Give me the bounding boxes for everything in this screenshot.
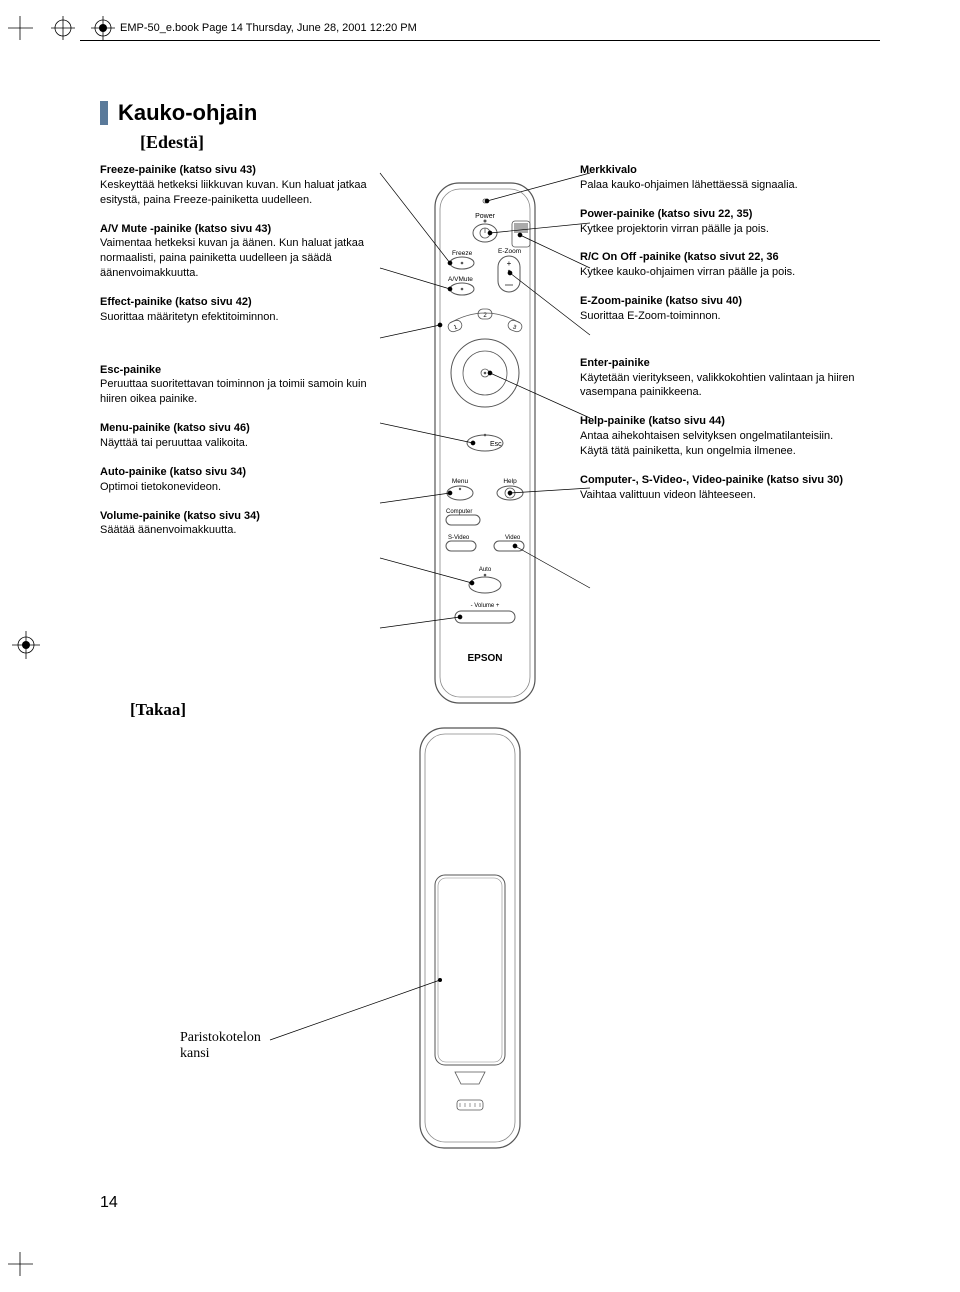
header-rule (80, 40, 880, 41)
callout-heading: Effect-painike (katso sivu 42) (100, 296, 252, 308)
page-title: Kauko-ohjain (118, 100, 257, 126)
subtitle-front: [Edestä] (140, 132, 870, 153)
callout-heading: Power-painike (katso sivu 22, 35) (580, 208, 752, 220)
svg-text:+: + (507, 259, 512, 268)
callout-body: Kytkee kauko-ohjaimen virran päälle ja p… (580, 266, 795, 278)
callout-volume: Volume-painike (katso sivu 34) Säätää ää… (100, 509, 390, 539)
callout-heading: Computer-, S-Video-, Video-painike (kats… (580, 474, 843, 486)
callout-body: Vaimentaa hetkeksi kuvan ja äänen. Kun h… (100, 237, 364, 279)
callout-effect: Effect-painike (katso sivu 42) Suorittaa… (100, 295, 390, 325)
callout-heading: Freeze-painike (katso sivu 43) (100, 164, 256, 176)
svg-text:2: 2 (483, 313, 487, 319)
svg-text:- Volume +: - Volume + (471, 603, 500, 609)
callout-heading: Volume-painike (katso sivu 34) (100, 510, 260, 522)
svg-text:Help: Help (503, 478, 517, 485)
registration-mark-left (6, 625, 46, 665)
battery-cover-label: Paristokotelon kansi (180, 1030, 261, 1062)
callout-body: Suorittaa määritetyn efektitoiminnon. (100, 311, 279, 323)
callout-heading: E-Zoom-painike (katso sivu 40) (580, 295, 742, 307)
svg-text:Power: Power (475, 213, 496, 220)
callout-heading: Menu-painike (katso sivu 46) (100, 422, 250, 434)
right-callouts: Merkkivalo Palaa kauko-ohjaimen lähettäe… (580, 163, 870, 723)
callout-esc: Esc-painike Peruuttaa suoritettavan toim… (100, 363, 390, 408)
svg-text:E-Zoom: E-Zoom (498, 248, 521, 255)
svg-text:?: ? (508, 491, 512, 498)
svg-text:Computer: Computer (446, 509, 472, 515)
callout-heading: Help-painike (katso sivu 44) (580, 415, 725, 427)
svg-text:Esc: Esc (490, 441, 502, 448)
remote-back-diagram (375, 720, 565, 1165)
left-callouts: Freeze-painike (katso sivu 43) Keskeyttä… (100, 163, 390, 723)
svg-text:EPSON: EPSON (467, 653, 502, 664)
svg-text:Freeze: Freeze (452, 250, 473, 257)
svg-text:A/VMute: A/VMute (448, 276, 473, 283)
callout-auto: Auto-painike (katso sivu 34) Optimoi tie… (100, 465, 390, 495)
callout-body: Palaa kauko-ohjaimen lähettäessä signaal… (580, 179, 798, 191)
callout-heading: A/V Mute -painike (katso sivu 43) (100, 223, 271, 235)
callout-body: Säätää äänenvoimakkuutta. (100, 524, 236, 536)
svg-text:S-Video: S-Video (448, 535, 470, 541)
callout-body: Antaa aihekohtaisen selvityksen ongelmat… (580, 430, 833, 457)
callout-body: Optimoi tietokonevideon. (100, 481, 221, 493)
svg-text:Video: Video (505, 535, 521, 541)
registration-marks (8, 8, 128, 48)
header-text: EMP-50_e.book Page 14 Thursday, June 28,… (120, 22, 417, 34)
callout-heading: Esc-painike (100, 364, 161, 376)
callout-power: Power-painike (katso sivu 22, 35) Kytkee… (580, 207, 870, 237)
callout-enter: Enter-painike Käytetään vieritykseen, va… (580, 356, 870, 401)
svg-text:3: 3 (512, 324, 518, 331)
callout-body: Näyttää tai peruuttaa valikoita. (100, 437, 248, 449)
callout-body: Keskeyttää hetkeksi liikkuvan kuvan. Kun… (100, 179, 367, 206)
callout-body: Käytetään vieritykseen, valikkokohtien v… (580, 372, 855, 399)
callout-rconoff: R/C On Off -painike (katso sivut 22, 36 … (580, 250, 870, 280)
crop-mark-bl (8, 1244, 48, 1284)
callout-ezoom: E-Zoom-painike (katso sivu 40) Suorittaa… (580, 294, 870, 324)
callout-source: Computer-, S-Video-, Video-painike (kats… (580, 473, 870, 503)
svg-text:Auto: Auto (479, 567, 492, 573)
callout-body: Suorittaa E-Zoom-toiminnon. (580, 310, 721, 322)
svg-text:Menu: Menu (452, 478, 469, 485)
callout-heading: Merkkivalo (580, 164, 637, 176)
callout-heading: R/C On Off -painike (katso sivut 22, 36 (580, 251, 779, 263)
callout-heading: Auto-painike (katso sivu 34) (100, 466, 246, 478)
callout-body: Vaihtaa valittuun videon lähteeseen. (580, 489, 756, 501)
subtitle-back: [Takaa] (130, 700, 186, 720)
callout-led: Merkkivalo Palaa kauko-ohjaimen lähettäe… (580, 163, 870, 193)
callout-menu: Menu-painike (katso sivu 46) Näyttää tai… (100, 421, 390, 451)
svg-text:1: 1 (453, 324, 459, 331)
callout-avmute: A/V Mute -painike (katso sivu 43) Vaimen… (100, 222, 390, 281)
callout-freeze: Freeze-painike (katso sivu 43) Keskeyttä… (100, 163, 390, 208)
callout-body: Kytkee projektorin virran päälle ja pois… (580, 223, 769, 235)
battery-leader (180, 720, 480, 1160)
callout-heading: Enter-painike (580, 357, 650, 369)
title-accent (100, 101, 108, 125)
remote-front-diagram: Power Freeze E-Zoom + A/VMute (390, 163, 580, 723)
callout-body: Peruuttaa suoritettavan toiminnon ja toi… (100, 378, 367, 405)
callout-help: Help-painike (katso sivu 44) Antaa aihek… (580, 414, 870, 459)
page-number: 14 (100, 1194, 118, 1212)
